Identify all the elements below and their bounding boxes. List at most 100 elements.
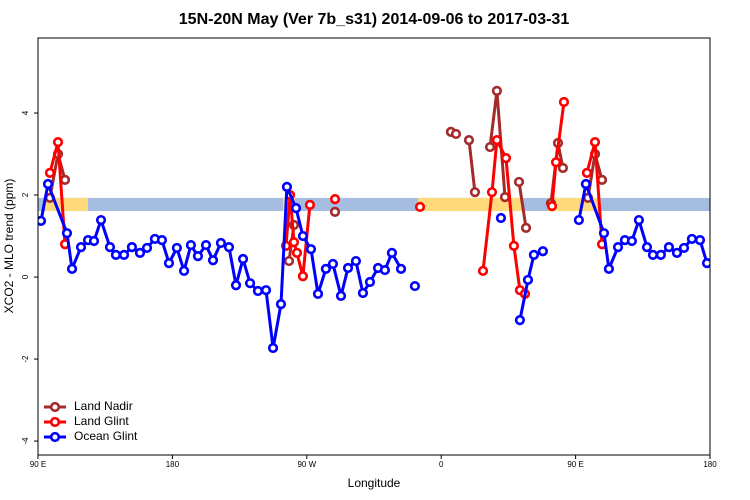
data-point [663,242,675,253]
data-point [379,264,391,276]
data-point [244,278,256,289]
data-point [701,258,710,269]
data-point [491,85,503,96]
data-point [678,242,690,254]
data-point [156,235,168,246]
plot-area [38,85,710,354]
data-point [522,274,534,286]
data-point [327,258,339,270]
data-point [118,249,130,261]
data-point [581,167,593,178]
data-point [297,230,309,242]
data-point [603,263,615,274]
data-point [297,271,309,282]
data-point [126,242,138,253]
data-point [414,201,426,213]
data-point [558,96,570,108]
data-point [655,249,666,261]
data-point [463,134,475,146]
data-point [589,137,601,148]
data-point [686,233,698,245]
data-point [508,240,520,251]
chart-title: 15N-20N May (Ver 7b_s31) 2014-09-06 to 2… [179,11,570,28]
data-point [281,181,293,192]
data-point [694,235,706,246]
data-point [537,246,548,257]
data-point [215,237,227,249]
data-point [409,280,421,292]
data-point [513,176,525,188]
plot-frame [37,37,711,456]
data-point [598,228,610,239]
data-point [500,153,512,164]
data-point [320,263,332,274]
legend-marker [49,431,61,443]
data-point [312,288,324,299]
data-point [499,191,511,203]
data-point [163,258,175,269]
data-point [134,247,146,258]
legend-label: Land Nadir [74,399,133,413]
data-point [633,214,645,226]
legend-label: Land Glint [74,414,129,428]
y-axis-label: XCO2 - MLO trend (ppm) [2,179,16,314]
data-point [290,203,302,214]
data-point [185,239,197,251]
data-point [88,235,100,247]
x-tick-label: 90 E [567,460,583,469]
data-point [52,137,64,148]
x-tick-label: 90 W [297,460,316,469]
legend-marker [49,416,61,428]
data-point [484,141,496,153]
data-point [38,215,47,226]
data-point [59,174,71,185]
data-point [61,228,73,239]
x-axis-label: Longitude [348,476,401,490]
data-point [200,239,212,251]
data-point [612,242,624,253]
data-point [450,128,462,140]
data-point [647,249,659,261]
data-point [104,242,116,253]
data-point [207,255,219,266]
data-point [110,249,122,261]
data-point [486,187,498,198]
series-line [48,89,604,262]
data-point [267,342,279,354]
data-point [477,265,489,276]
data-point [260,285,272,296]
y-tick-label: 2 [21,192,30,197]
legend-label: Ocean Glint [74,429,138,443]
data-point [329,206,341,217]
data-point [350,255,362,267]
data-point [557,162,569,174]
data-point [275,299,287,310]
y-tick-label: -4 [21,437,30,445]
data-point [192,251,204,262]
data-point [171,242,182,254]
data-point [342,262,354,274]
y-tick-label: 4 [21,110,30,115]
data-point [469,187,481,198]
x-tick-label: 180 [166,460,180,469]
data-point [335,290,347,302]
data-point [364,276,376,288]
data-point [178,265,190,276]
data-point [596,174,608,185]
data-point [304,199,316,210]
data-point [626,235,637,247]
x-tick-label: 0 [439,460,444,469]
data-point [641,242,653,253]
legend-marker [49,401,61,413]
data-point [573,214,584,226]
x-tick-label: 90 E [30,460,46,469]
data-point [237,253,249,265]
data-point [357,287,369,299]
data-point [95,214,107,226]
data-point [44,167,56,178]
data-point [528,249,540,261]
data-point [66,263,78,274]
data-point [671,247,683,258]
data-point [495,212,507,224]
